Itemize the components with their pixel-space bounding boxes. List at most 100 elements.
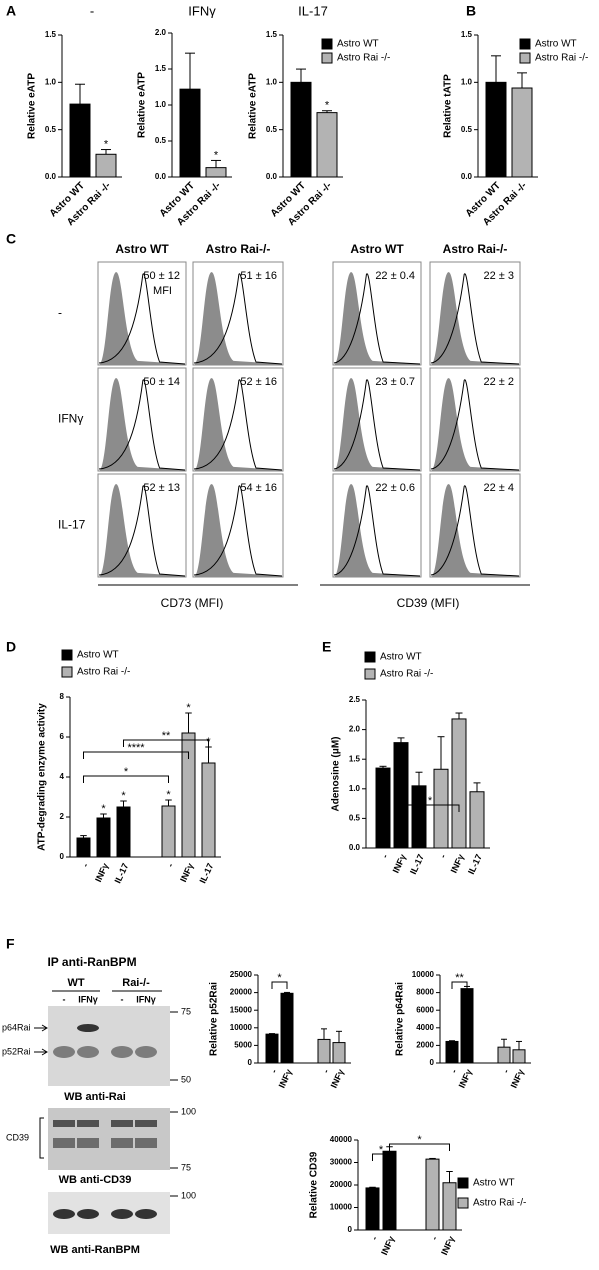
bracket-label: * (124, 766, 129, 778)
blot-caption: WB anti-RanBPM (50, 1244, 140, 1256)
isotype-histogram (431, 378, 519, 471)
legend-swatch (364, 668, 376, 680)
x-tick-label: - (501, 1068, 511, 1075)
stained-histogram (430, 273, 520, 365)
bar (265, 1033, 279, 1064)
band (53, 1120, 75, 1127)
bar (375, 767, 391, 849)
legend-swatch (321, 38, 333, 50)
mfi-value: 52 ± 13 (143, 482, 180, 494)
significance: * (166, 789, 171, 801)
isotype-histogram (194, 378, 282, 471)
band (53, 1046, 75, 1058)
stained-histogram (333, 273, 421, 365)
bracket (83, 751, 189, 759)
legend-label: Astro WT (77, 650, 119, 661)
x-tick-label: INFγ (329, 1068, 346, 1090)
band (111, 1209, 133, 1219)
mfi-value: 22 ± 2 (483, 376, 514, 388)
legend-swatch (61, 666, 73, 678)
stained-histogram (193, 273, 283, 365)
blot-caption: WB anti-Rai (64, 1091, 126, 1103)
band (135, 1046, 157, 1058)
band-label: p52Rai (2, 1046, 31, 1056)
bracket (372, 1153, 390, 1161)
isotype-histogram (99, 378, 185, 471)
y-tick-label: 20000 (330, 1180, 353, 1189)
bar (280, 992, 294, 1064)
y-tick-label: 10000 (330, 1203, 353, 1212)
y-tick-label: 1.5 (349, 754, 361, 763)
y-tick-label: 0 (248, 1058, 253, 1067)
lane-label: - (121, 994, 124, 1004)
y-tick-label: 1.5 (266, 30, 278, 39)
y-tick-label: 2.5 (349, 695, 361, 704)
y-tick-label: 4 (60, 772, 65, 781)
stained-histogram (193, 485, 283, 577)
bracket (451, 981, 468, 989)
significance: * (325, 100, 330, 112)
y-tick-label: 0.0 (349, 843, 361, 852)
lane-label: IFNγ (78, 994, 98, 1004)
bar (393, 742, 409, 849)
y-tick-label: 1.0 (266, 77, 278, 86)
bar (161, 805, 176, 858)
group-label: WT (67, 977, 84, 989)
bar (290, 81, 312, 178)
panel-label: B (466, 3, 476, 19)
bracket (389, 1143, 450, 1151)
band (77, 1138, 99, 1148)
x-tick-label: - (165, 862, 175, 869)
column-header: Astro WT (350, 242, 404, 256)
stained-histogram (193, 379, 283, 471)
row-label: IL-17 (58, 518, 86, 532)
legend-label: Astro WT (380, 652, 422, 663)
mfi-value: 52 ± 16 (240, 376, 277, 388)
y-tick-label: 4000 (416, 1023, 434, 1032)
y-axis-label: Adenosine (μM) (331, 736, 342, 811)
y-tick-label: 40000 (330, 1135, 353, 1144)
stained-histogram (98, 273, 186, 365)
mfi-value: 22 ± 4 (483, 482, 514, 494)
y-tick-label: 0.5 (155, 136, 167, 145)
x-tick-label: IL-17 (198, 862, 216, 885)
bracket-label: **** (127, 742, 145, 754)
legend-swatch (61, 649, 73, 661)
bracket (271, 981, 288, 989)
bar (316, 112, 338, 178)
blot-title: IP anti-RanBPM (47, 955, 136, 969)
stained-histogram (98, 485, 186, 577)
bar (382, 1150, 397, 1231)
bar (116, 806, 131, 858)
panel-label: F (6, 936, 15, 952)
y-tick-label: 2.0 (349, 725, 361, 734)
significance: * (104, 138, 109, 150)
bracket-label: * (277, 972, 282, 984)
panel-label: C (6, 231, 16, 247)
significance: * (214, 149, 219, 161)
bar (76, 837, 91, 858)
x-tick-label: INFγ (178, 862, 195, 884)
bar (95, 153, 117, 178)
bar (69, 103, 91, 178)
x-tick-label: INFγ (509, 1068, 526, 1090)
chart-title: - (90, 3, 94, 18)
y-tick-label: 0 (348, 1225, 353, 1234)
y-tick-label: 1.0 (461, 77, 473, 86)
isotype-histogram (431, 484, 519, 577)
y-axis-label: Relative CD39 (309, 1151, 320, 1218)
x-tick-label: - (429, 1235, 439, 1242)
band (111, 1120, 133, 1127)
x-tick-label: IL-17 (113, 862, 131, 885)
x-tick-label: INFγ (457, 1068, 474, 1090)
bracket-label: * (379, 1144, 384, 1156)
band (77, 1046, 99, 1058)
legend-swatch (519, 38, 531, 50)
band (135, 1209, 157, 1219)
y-axis-label: ATP-degrading enzyme activity (37, 703, 48, 851)
bar (332, 1042, 346, 1064)
y-tick-label: 1.5 (45, 30, 57, 39)
y-tick-label: 2.0 (155, 28, 167, 37)
y-tick-label: 0.5 (266, 125, 278, 134)
